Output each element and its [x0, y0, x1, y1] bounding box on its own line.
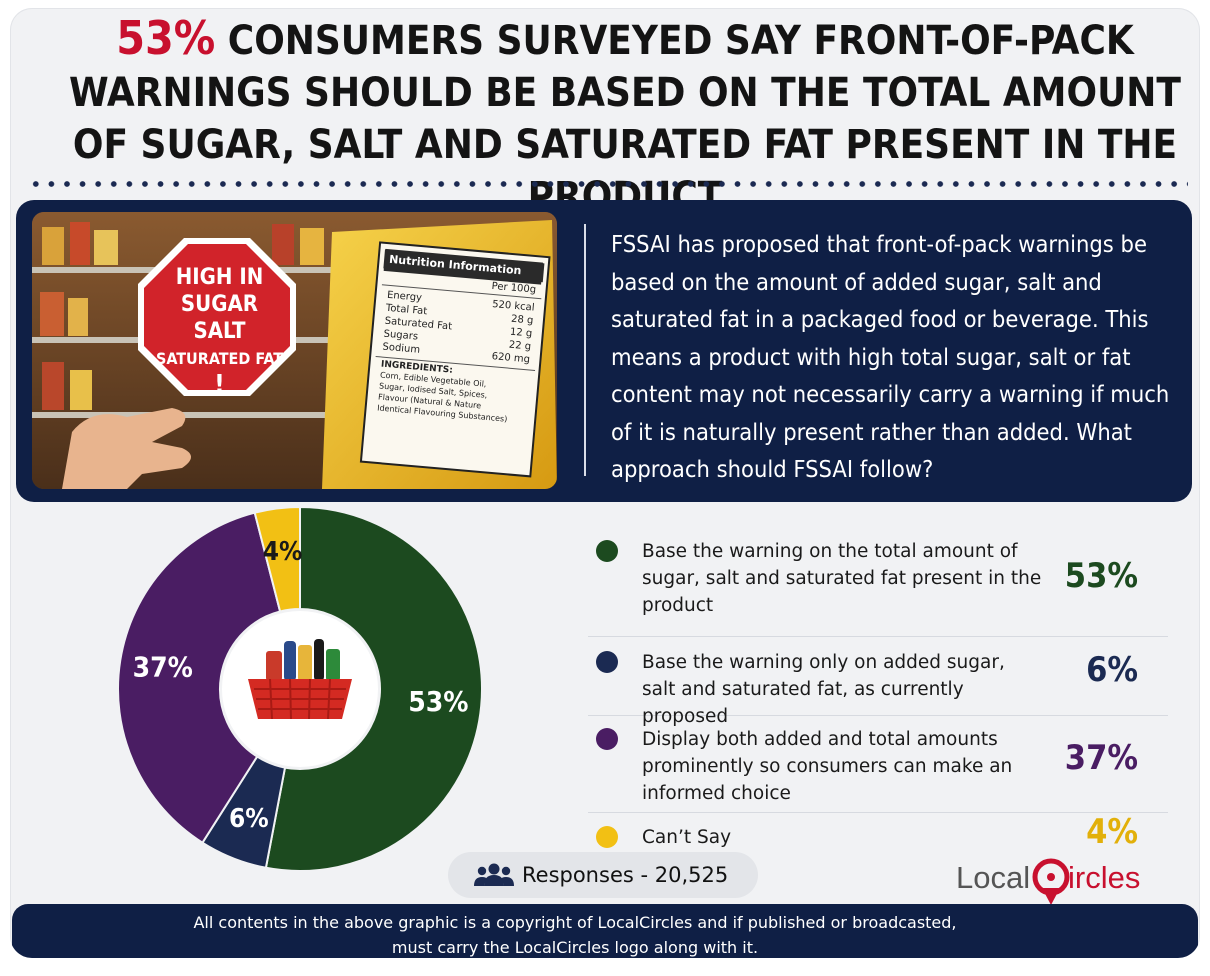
legend-swatch: [596, 540, 618, 562]
question-panel: HIGH IN SUGAR SALT SATURATED FAT ! Nutri…: [16, 200, 1192, 502]
headline-highlight: 53%: [116, 11, 216, 65]
legend-label: Base the warning only on added sugar, sa…: [642, 652, 1005, 727]
slice-label: 53%: [408, 685, 468, 718]
legend-item: Base the warning on the total amount of …: [588, 528, 1168, 637]
responses-pill: Responses - 20,525: [448, 852, 758, 898]
legend-value: 6%: [1086, 650, 1138, 690]
sign-line: SATURATED FAT: [155, 349, 284, 368]
legend-item: Base the warning only on added sugar, sa…: [588, 637, 1168, 727]
question-text: FSSAI has proposed that front-of-pack wa…: [611, 230, 1170, 483]
donut-slice: [264, 505, 483, 872]
legend-label: Can’t Say: [642, 827, 732, 848]
svg-text:ircles: ircles: [1068, 860, 1140, 895]
legend-swatch: [596, 651, 618, 673]
footer-line: All contents in the above graphic is a c…: [193, 913, 957, 932]
donut-chart: 53% 6% 37% 4%: [110, 504, 500, 874]
headline-text: Consumers surveyed say front-of-pack war…: [69, 18, 1181, 220]
responses-count: Responses - 20,525: [522, 863, 729, 887]
legend: Base the warning on the total amount of …: [588, 528, 1168, 863]
slice-label: 37%: [133, 650, 193, 683]
people-icon: [474, 863, 514, 886]
nutrient-value: 620 mg: [491, 351, 531, 366]
slice-label: 4%: [263, 537, 303, 567]
slice-label: 6%: [229, 804, 269, 834]
logo-mark: Local ircles: [956, 858, 1140, 905]
legend-swatch: [596, 728, 618, 750]
product-photo: HIGH IN SUGAR SALT SATURATED FAT ! Nutri…: [32, 212, 557, 489]
footer-line: must carry the LocalCircles logo along w…: [391, 938, 759, 957]
nutrient-name: Sodium: [382, 341, 421, 356]
panel-divider: [584, 224, 586, 476]
dotted-divider: [28, 180, 1188, 188]
infographic: 53% Consumers surveyed say front-of-pack…: [10, 8, 1200, 958]
donut-slice: [117, 511, 282, 845]
legend-value: 53%: [1064, 556, 1138, 596]
warning-sign-text: HIGH IN SUGAR SALT SATURATED FAT !: [142, 264, 297, 399]
sign-line: HIGH IN: [175, 265, 264, 290]
svg-text:Local: Local: [956, 860, 1030, 895]
legend-item: Display both added and total amounts pro…: [588, 716, 1168, 813]
legend-value: 4%: [1086, 812, 1138, 852]
legend-label: Base the warning on the total amount of …: [642, 541, 1042, 616]
legend-value: 37%: [1064, 738, 1138, 778]
sign-line: SALT: [193, 319, 246, 344]
donut-svg: 53% 6% 37% 4%: [117, 505, 483, 872]
nutrition-label: Nutrition Information Per 100g Energy 520…: [370, 249, 545, 430]
localcircles-logo: Local ircles: [956, 850, 1156, 910]
sign-line: SUGAR: [180, 292, 259, 317]
legend-label: Display both added and total amounts pro…: [642, 729, 1013, 804]
legend-swatch: [596, 826, 618, 848]
donut-slice: [253, 505, 301, 613]
grocery-basket-icon: [222, 611, 378, 767]
headline: 53% Consumers surveyed say front-of-pack…: [50, 12, 1200, 223]
sign-line: !: [214, 370, 225, 400]
legend-item: Can’t Say 4%: [588, 812, 1168, 863]
copyright-footer: All contents in the above graphic is a c…: [12, 904, 1198, 958]
